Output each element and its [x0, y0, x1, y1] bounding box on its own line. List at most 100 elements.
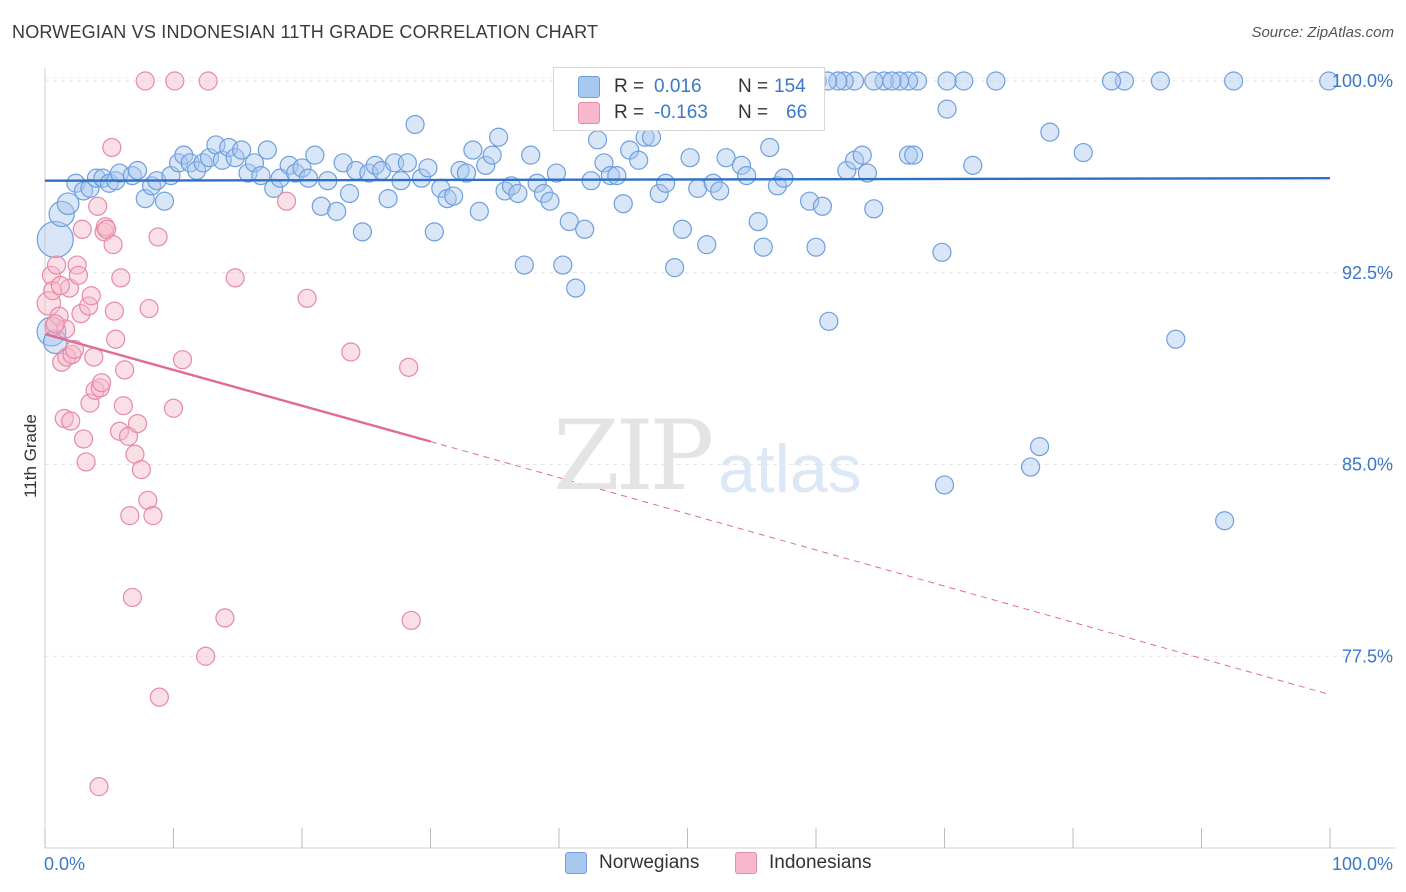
- norwegians-legend-swatch: [565, 852, 587, 874]
- norwegian-point: [1166, 329, 1186, 349]
- indonesian-point: [103, 235, 123, 255]
- norwegian-point: [607, 165, 627, 186]
- trend-lines: [44, 176, 1331, 696]
- n-value: 154: [774, 76, 806, 97]
- norwegian-point: [828, 71, 848, 91]
- norwegian-point: [154, 191, 175, 211]
- norwegian-point: [697, 235, 717, 255]
- indonesian-point: [102, 137, 122, 158]
- norwegian-point: [857, 163, 878, 183]
- indonesian-point: [341, 342, 361, 362]
- norwegian-point: [710, 181, 730, 201]
- legend-item-norwegians[interactable]: Norwegians: [565, 852, 699, 874]
- norwegian-point: [311, 196, 331, 216]
- indonesian-point: [276, 191, 297, 211]
- norwegian-point: [937, 99, 957, 119]
- stats-legend-row-norwegians: R = 0.016 N = 154: [578, 74, 806, 100]
- norwegian-point: [665, 258, 685, 278]
- norwegian-point: [587, 130, 608, 150]
- indonesian-point: [139, 298, 159, 319]
- norwegian-point: [986, 71, 1006, 91]
- indonesian-point: [120, 506, 140, 526]
- norwegian-point: [575, 219, 595, 239]
- indonesian-point: [297, 288, 317, 308]
- norwegian-point: [127, 160, 148, 181]
- norwegian-point: [232, 140, 252, 160]
- indonesian-point: [68, 265, 89, 285]
- norwegian-point: [760, 137, 780, 158]
- indonesian-point: [143, 506, 163, 526]
- norwegian-point: [656, 173, 676, 193]
- source-label: Source: ZipAtlas.com: [1251, 24, 1394, 41]
- norwegian-point: [489, 127, 509, 147]
- indonesian-point: [149, 687, 169, 707]
- indonesian-point: [80, 393, 100, 413]
- n-value: 66: [786, 102, 808, 123]
- norwegian-point: [559, 212, 579, 232]
- indonesian-point: [104, 301, 124, 321]
- norwegian-point: [48, 200, 75, 228]
- norwegian-point: [36, 220, 74, 259]
- indonesian-point: [88, 196, 108, 216]
- indonesian-point: [198, 71, 218, 91]
- watermark-zip: ZIP: [553, 400, 714, 512]
- norwegian-point: [934, 475, 955, 495]
- y-axis-label: 11th Grade: [21, 414, 40, 498]
- indonesian-point: [401, 610, 421, 631]
- norwegian-point: [476, 155, 496, 175]
- norwegian-point: [418, 158, 438, 178]
- norwegian-point: [1319, 71, 1339, 91]
- norwegian-point: [898, 145, 919, 165]
- indonesian-point: [91, 373, 112, 393]
- indonesian-point: [148, 227, 168, 247]
- indonesian-point: [46, 255, 67, 275]
- indonesian-point: [163, 398, 184, 418]
- indonesian-point: [135, 71, 155, 91]
- norwegian-point: [533, 183, 554, 204]
- norwegian-point: [66, 173, 86, 193]
- norwegian-point: [937, 71, 957, 91]
- indonesian-point: [81, 286, 101, 306]
- norwegian-point: [444, 186, 464, 206]
- indonesian-point: [72, 219, 92, 239]
- norwegian-point: [882, 71, 902, 91]
- norwegian-point: [257, 140, 277, 160]
- norwegian-point: [540, 191, 560, 211]
- indonesian-trend-extension: [430, 441, 1331, 696]
- norwegian-point: [378, 189, 398, 209]
- y-tick-label: 77.5%: [1342, 646, 1393, 666]
- norwegian-point: [812, 196, 833, 216]
- norwegian-point: [56, 192, 80, 216]
- norwegian-point: [649, 183, 669, 204]
- indonesian-point: [52, 352, 72, 372]
- indonesian-point: [84, 347, 104, 367]
- indonesian-point: [62, 344, 82, 365]
- indonesian-point: [196, 646, 216, 666]
- indonesian-point: [67, 255, 87, 275]
- norwegian-point: [864, 71, 884, 91]
- norwegian-point: [86, 168, 107, 188]
- series-legend: Norwegians Indonesians: [0, 852, 1406, 878]
- indonesian-point: [85, 380, 105, 400]
- indonesian-point: [64, 339, 85, 360]
- indonesian-point: [111, 268, 131, 288]
- norwegian-point: [292, 158, 312, 178]
- r-label: R =: [614, 102, 645, 123]
- stats-legend-row-indonesians: R = -0.163 N = 66: [578, 100, 807, 126]
- legend-item-indonesians[interactable]: Indonesians: [735, 852, 871, 874]
- indonesian-point: [172, 350, 193, 370]
- norwegian-point: [482, 145, 502, 165]
- n-label: N =: [738, 76, 769, 97]
- norwegian-point: [748, 212, 768, 232]
- norwegian-point: [405, 114, 425, 135]
- norwegian-point: [1215, 511, 1235, 531]
- norwegian-point: [864, 199, 884, 219]
- y-tick-label: 92.5%: [1342, 263, 1393, 283]
- indonesian-point: [122, 587, 142, 608]
- norwegian-point: [327, 201, 347, 221]
- norwegian-point: [904, 145, 924, 165]
- norwegian-point: [852, 145, 872, 165]
- norwegian-point: [874, 71, 894, 91]
- norwegians-swatch: [578, 76, 600, 98]
- norwegian-point: [629, 150, 649, 170]
